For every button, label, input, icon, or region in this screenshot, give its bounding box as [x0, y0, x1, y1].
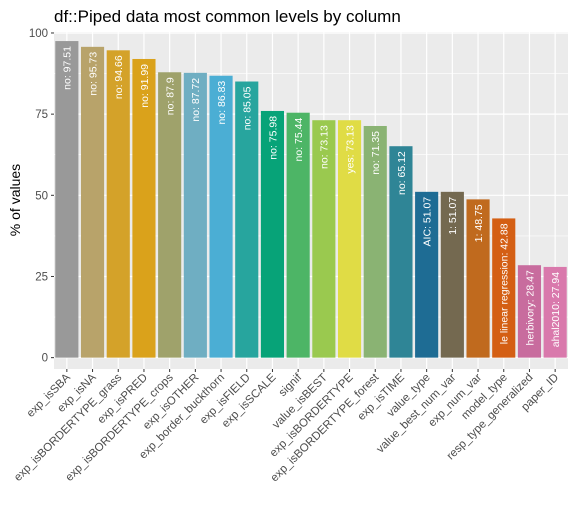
bar-value-label: no: 95.73 — [87, 52, 99, 96]
bar-value-label: no: 85.05 — [242, 86, 254, 130]
bar — [543, 266, 567, 358]
bar — [337, 120, 362, 358]
bar-labels: no: 97.51 no: 95.73 no: 94.66 no: 91.99 no: … — [62, 46, 562, 347]
bar — [466, 199, 490, 358]
bar — [209, 75, 233, 358]
bar-value-label: no: 86.83 — [216, 81, 228, 125]
bar — [389, 146, 413, 358]
bar — [183, 72, 207, 358]
bar — [260, 110, 285, 358]
chart-title: df::Piped data most common levels by col… — [54, 7, 401, 26]
bar — [517, 265, 542, 358]
bar-value-label: no: 73.13 — [319, 125, 331, 169]
bar-value-label: no: 65.12 — [396, 151, 408, 195]
bar — [286, 112, 310, 358]
y-tick-label: 75 — [35, 109, 48, 121]
bar — [132, 58, 156, 358]
y-tick-label: 25 — [35, 271, 48, 283]
bar-value-label: ahal2010: 27.94 — [550, 272, 562, 347]
bar — [415, 191, 439, 358]
bar-value-label: 1: 48.75 — [473, 204, 485, 242]
bar-value-label: le linear regression: 42.88 — [499, 223, 511, 344]
bar — [235, 81, 259, 358]
bar-value-label: yes: 73.13 — [344, 125, 356, 174]
bar — [363, 125, 387, 358]
y-axis-title: % of values — [7, 164, 23, 236]
bar — [106, 50, 130, 358]
bar-value-label: 1: 51.07 — [447, 197, 459, 235]
y-tick-label: 50 — [35, 190, 48, 202]
plot-panel — [54, 32, 568, 369]
bar-value-label: no: 75.98 — [267, 116, 279, 160]
bar — [492, 218, 516, 358]
bar — [440, 191, 464, 358]
y-axis: 0 25 50 75 100 — [29, 28, 54, 365]
bar-value-label: herbivory: 28.47 — [524, 270, 536, 345]
bar-value-label: no: 91.99 — [139, 64, 151, 108]
bar-value-label: no: 87.9 — [164, 77, 176, 115]
bar — [80, 46, 105, 358]
bar — [55, 41, 79, 358]
bar-value-label: no: 75.44 — [293, 118, 305, 162]
bar-value-label: no: 71.35 — [370, 131, 382, 175]
bars — [55, 41, 567, 358]
bar — [158, 72, 182, 358]
y-tick-label: 0 — [42, 353, 48, 365]
bar-value-label: no: 87.72 — [190, 78, 202, 122]
bar-value-label: no: 97.51 — [62, 46, 74, 90]
bar-value-label: no: 94.66 — [113, 55, 125, 99]
bar — [312, 120, 336, 358]
bar-value-label: AIC: 51.07 — [421, 197, 433, 247]
y-tick-label: 100 — [29, 28, 48, 40]
